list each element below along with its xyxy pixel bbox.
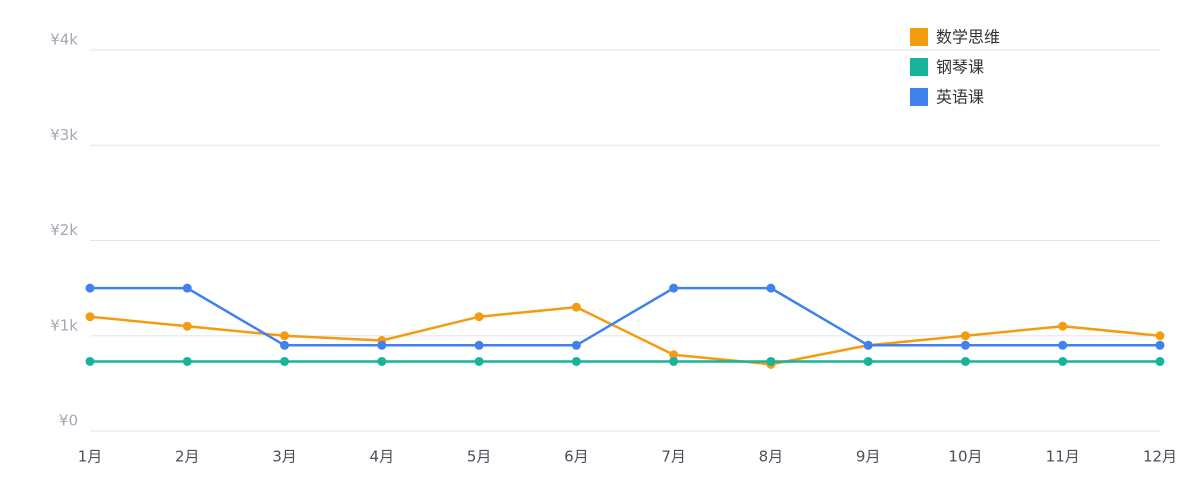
- data-point: [182, 356, 192, 366]
- x-tick-label: 10月: [948, 448, 982, 466]
- data-point: [1058, 356, 1068, 366]
- data-point: [1155, 340, 1165, 350]
- x-tick-label: 9月: [856, 448, 881, 466]
- data-point: [571, 356, 581, 366]
- data-point: [960, 340, 970, 350]
- data-point: [280, 331, 290, 341]
- data-point: [1155, 356, 1165, 366]
- data-point: [182, 283, 192, 293]
- y-tick-label: ¥4k: [50, 31, 78, 49]
- data-point: [960, 356, 970, 366]
- legend-swatch[interactable]: [910, 88, 928, 106]
- data-point: [182, 321, 192, 331]
- data-point: [863, 356, 873, 366]
- x-tick-label: 6月: [564, 448, 589, 466]
- data-point: [669, 283, 679, 293]
- series-line: [89, 305, 1161, 366]
- data-point: [766, 356, 776, 366]
- data-point: [377, 340, 387, 350]
- data-point: [571, 340, 581, 350]
- data-point: [474, 312, 484, 322]
- y-tick-label: ¥0: [59, 412, 78, 430]
- data-point: [960, 331, 970, 341]
- data-point: [474, 356, 484, 366]
- data-point: [863, 340, 873, 350]
- data-point: [766, 283, 776, 293]
- legend-swatch[interactable]: [910, 58, 928, 76]
- y-tick-label: ¥3k: [50, 126, 78, 144]
- x-tick-label: 3月: [272, 448, 297, 466]
- data-point: [280, 356, 290, 366]
- data-point: [669, 356, 679, 366]
- series-line: [90, 286, 1160, 347]
- data-point: [85, 356, 95, 366]
- data-point: [571, 302, 581, 312]
- x-tick-label: 5月: [467, 448, 492, 466]
- legend-label[interactable]: 英语课: [936, 88, 984, 107]
- data-point: [1155, 331, 1165, 341]
- y-tick-label: ¥1k: [50, 316, 78, 334]
- x-tick-label: 8月: [759, 448, 784, 466]
- x-tick-label: 4月: [370, 448, 395, 466]
- x-tick-label: 7月: [661, 448, 686, 466]
- legend-swatch[interactable]: [910, 28, 928, 46]
- x-tick-label: 12月: [1143, 448, 1177, 466]
- data-point: [377, 356, 387, 366]
- data-point: [85, 312, 95, 322]
- data-point: [1058, 340, 1068, 350]
- data-point: [1058, 321, 1068, 331]
- data-point: [280, 340, 290, 350]
- x-tick-label: 1月: [78, 448, 103, 466]
- data-point: [474, 340, 484, 350]
- x-tick-label: 11月: [1046, 448, 1080, 466]
- legend-label[interactable]: 数学思维: [936, 28, 1000, 47]
- y-tick-label: ¥2k: [50, 221, 78, 239]
- data-point: [85, 283, 95, 293]
- legend-label[interactable]: 钢琴课: [936, 58, 984, 77]
- x-tick-label: 2月: [175, 448, 200, 466]
- data-point: [669, 350, 679, 360]
